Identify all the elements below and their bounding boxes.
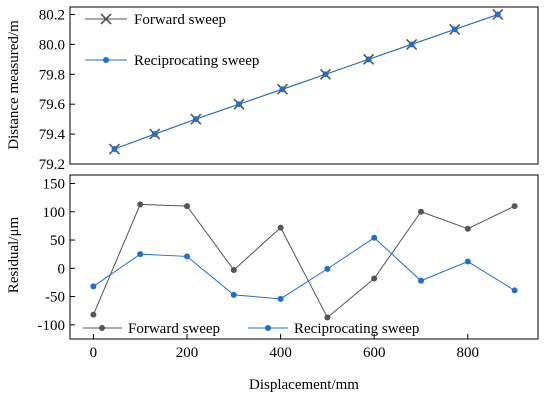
legend-forward-x-marker xyxy=(100,13,112,25)
bottom-series xyxy=(90,201,518,321)
bottom-series-line-0 xyxy=(92,203,515,319)
bottom-point-marker xyxy=(511,287,518,294)
bottom-point-marker xyxy=(418,277,424,284)
top-point-circle-marker xyxy=(192,116,199,123)
top-panel: 79.2 79.4 79.6 79.8 80.0 80.2 Distance measur… xyxy=(6,6,539,173)
legend-reciprocating-marker xyxy=(103,57,109,63)
bottom-point-marker xyxy=(464,225,471,232)
top-y-axis-label: Distance measured/m xyxy=(6,20,22,150)
bottom-y-ticks: -100 -50 0 50 100 150 xyxy=(38,176,75,334)
bottom-plot-frame xyxy=(69,174,539,340)
bottom-point-marker xyxy=(371,275,378,282)
top-y-ticks: 79.2 79.4 79.6 79.8 80.0 80.2 xyxy=(39,7,75,173)
x-tick-label: 0 xyxy=(90,345,98,361)
top-point-circle-marker xyxy=(322,71,329,78)
top-point-circle-marker xyxy=(365,56,372,63)
x-tick-label: 800 xyxy=(457,345,480,361)
bottom-legend: Forward sweep Reciprocating sweep xyxy=(83,321,419,337)
top-point-circle-marker xyxy=(451,26,458,33)
bottom-point-marker xyxy=(418,208,424,215)
top-y-tick-label: 79.4 xyxy=(39,127,66,143)
bottom-point-marker xyxy=(230,267,237,274)
bottom-point-marker xyxy=(137,251,144,258)
top-series xyxy=(108,8,504,155)
bottom-point-marker xyxy=(277,224,284,231)
bottom-point-marker xyxy=(90,311,97,318)
top-series-line-1 xyxy=(114,14,498,150)
top-point-circle-marker xyxy=(235,101,242,108)
legend-forward-label: Forward sweep xyxy=(134,12,226,28)
bottom-point-marker xyxy=(137,201,144,208)
top-point-circle-marker xyxy=(111,146,118,153)
x-tick-label: 600 xyxy=(363,345,386,361)
x-axis-label: Displacement/mm xyxy=(249,377,359,393)
bottom-panel: -100 -50 0 50 100 150 0 200 400 600 800 Residual/… xyxy=(6,174,539,393)
bottom-point-marker xyxy=(324,314,331,321)
bottom-y-axis-label: Residual/μm xyxy=(6,216,22,293)
top-y-tick-label: 79.8 xyxy=(39,67,65,83)
bottom-point-marker xyxy=(184,203,190,210)
top-legend: Forward sweep Reciprocating sweep xyxy=(85,12,259,69)
x-tick-label: 200 xyxy=(176,345,199,361)
bottom-y-tick-label: 150 xyxy=(43,176,66,192)
legend2-reciprocating-label: Reciprocating sweep xyxy=(294,321,419,337)
legend2-forward-label: Forward sweep xyxy=(128,321,220,337)
bottom-point-marker xyxy=(324,265,331,272)
legend2-forward-marker xyxy=(99,325,105,331)
top-point-circle-marker xyxy=(279,86,286,93)
top-y-tick-label: 80.0 xyxy=(39,37,65,53)
bottom-x-ticks: 0 200 400 600 800 xyxy=(90,334,479,361)
top-y-tick-label: 79.6 xyxy=(39,97,66,113)
bottom-point-marker xyxy=(277,295,284,302)
bottom-y-tick-label: 50 xyxy=(50,233,65,249)
bottom-y-tick-label: 0 xyxy=(58,261,66,277)
bottom-point-marker xyxy=(184,253,190,260)
bottom-point-marker xyxy=(230,291,237,298)
bottom-point-marker xyxy=(464,258,471,265)
top-point-circle-marker xyxy=(151,131,158,138)
top-point-circle-marker xyxy=(408,41,415,48)
top-y-tick-label: 80.2 xyxy=(39,7,65,23)
bottom-point-marker xyxy=(371,234,378,241)
bottom-point-marker xyxy=(90,283,97,290)
bottom-y-tick-label: -100 xyxy=(38,318,66,334)
bottom-series-line-1 xyxy=(93,237,515,300)
bottom-y-tick-label: 100 xyxy=(43,205,66,221)
x-tick-label: 400 xyxy=(269,345,292,361)
legend-reciprocating-label: Reciprocating sweep xyxy=(134,53,259,69)
top-point-circle-marker xyxy=(494,11,501,18)
legend2-reciprocating-marker xyxy=(265,325,271,331)
top-y-tick-label: 79.2 xyxy=(39,157,65,173)
bottom-point-marker xyxy=(511,203,518,210)
bottom-y-tick-label: -50 xyxy=(45,290,65,306)
top-plot-frame xyxy=(69,6,539,165)
